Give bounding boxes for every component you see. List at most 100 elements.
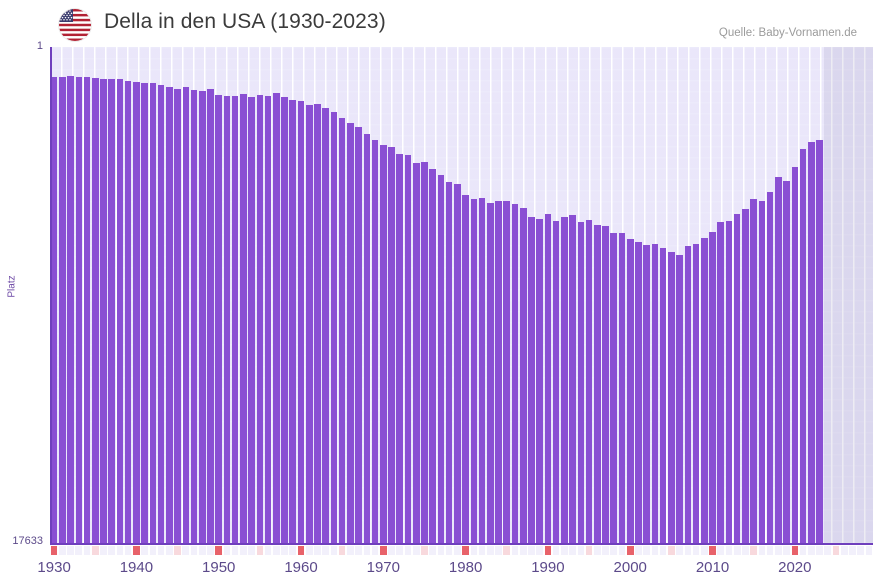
x-tick-cell-1995 [585, 546, 593, 555]
x-tick-cell-1994 [577, 546, 585, 555]
x-tick-cell-2028 [857, 546, 864, 555]
chart-header: Della in den USA (1930-2023) Quelle: Bab… [0, 0, 873, 46]
bar-2014 [742, 209, 749, 544]
bar-2022 [807, 141, 815, 544]
bar-1946 [182, 87, 190, 544]
bar-1997 [602, 226, 609, 544]
x-tick-cell-1932 [67, 546, 74, 555]
x-tick-cell-1978 [445, 546, 453, 555]
x-tick-cell-1988 [528, 546, 535, 555]
bar-1936 [100, 79, 107, 544]
x-tick-cell-1941 [141, 546, 148, 555]
bar-1971 [388, 146, 395, 544]
x-tick-cell-2013 [733, 546, 741, 555]
x-tick-cell-2007 [684, 546, 692, 555]
source-attribution: Quelle: Baby-Vornamen.de [718, 27, 857, 39]
bar-1987 [519, 207, 527, 544]
x-tick-cell-2005 [668, 546, 675, 555]
x-tick-cell-1959 [289, 546, 297, 555]
bar-1945 [174, 88, 181, 544]
x-tick-cell-1937 [108, 546, 116, 555]
bar-2005 [668, 252, 675, 544]
bar-2017 [766, 192, 774, 544]
bar-2013 [733, 214, 741, 544]
bar-1949 [207, 88, 214, 544]
x-tick-cell-1987 [519, 546, 527, 555]
x-tick-cell-2004 [659, 546, 667, 555]
x-tick-label-1970: 1970 [366, 559, 400, 576]
bar-1938 [116, 79, 124, 544]
x-tick-cell-2015 [750, 546, 757, 555]
x-tick-label-1950: 1950 [202, 559, 236, 576]
x-tick-label-2020: 2020 [778, 559, 812, 576]
x-tick-cell-2010 [709, 546, 716, 555]
bar-1955 [256, 95, 264, 544]
x-tick-cell-1942 [149, 546, 157, 555]
x-tick-label-2010: 2010 [695, 559, 730, 576]
bar-1977 [437, 174, 445, 544]
x-tick-cell-1991 [552, 546, 560, 555]
bar-2021 [799, 149, 807, 544]
x-tick-cell-1945 [174, 546, 181, 555]
bar-2023 [816, 140, 823, 544]
bar-2018 [775, 177, 782, 544]
bar-1962 [314, 104, 321, 544]
x-tick-cell-2003 [651, 546, 659, 555]
x-tick-cell-1966 [347, 546, 354, 555]
x-tick-label-1930: 1930 [37, 559, 71, 576]
bar-1961 [305, 104, 313, 544]
x-tick-cell-1989 [536, 546, 543, 555]
bar-1970 [380, 144, 387, 544]
x-tick-cell-2012 [725, 546, 733, 555]
x-tick-cell-1999 [618, 546, 626, 555]
bar-1960 [297, 100, 305, 544]
bar-1978 [445, 182, 453, 544]
bar-1991 [552, 220, 560, 544]
x-axis-line [50, 543, 873, 545]
x-tick-cell-1983 [486, 546, 494, 555]
x-tick-cell-2006 [676, 546, 683, 555]
x-tick-cell-2002 [643, 546, 650, 555]
bar-1944 [166, 87, 173, 544]
x-tick-cell-1935 [91, 546, 99, 555]
bar-1979 [454, 184, 461, 544]
bar-1942 [149, 83, 157, 544]
bar-1973 [404, 155, 412, 544]
x-tick-cell-2024 [824, 546, 832, 555]
bar-1967 [355, 127, 362, 544]
x-tick-cell-2001 [635, 546, 642, 555]
x-tick-cell-1954 [248, 546, 255, 555]
bar-1965 [338, 118, 346, 544]
bar-1956 [264, 96, 272, 544]
x-tick-label-2000: 2000 [613, 559, 647, 576]
x-tick-cell-1938 [116, 546, 124, 555]
x-tick-cell-1956 [264, 546, 272, 555]
bar-1943 [157, 84, 165, 544]
x-tick-cell-1943 [157, 546, 165, 555]
x-tick-cell-1998 [610, 546, 618, 555]
bar-1980 [462, 195, 469, 544]
bar-2011 [717, 221, 725, 544]
bar-1972 [396, 153, 404, 544]
bar-1937 [108, 79, 115, 544]
x-tick-cell-1957 [273, 546, 280, 555]
x-tick-cell-2029 [865, 546, 873, 555]
bar-1958 [281, 97, 288, 544]
x-tick-cell-2022 [807, 546, 815, 555]
bar-1939 [124, 80, 132, 544]
x-tick-cell-1975 [421, 546, 428, 555]
bar-1957 [273, 92, 280, 544]
x-tick-label-1980: 1980 [448, 559, 483, 576]
x-tick-cell-1952 [231, 546, 239, 555]
bar-2019 [783, 180, 790, 544]
bar-1984 [495, 200, 502, 544]
x-tick-cell-1992 [561, 546, 568, 555]
bar-2006 [676, 255, 683, 544]
x-tick-cell-1972 [396, 546, 404, 555]
x-tick-cell-1949 [207, 546, 214, 555]
x-tick-cell-2008 [692, 546, 700, 555]
bar-1953 [240, 93, 247, 544]
bar-1940 [133, 82, 140, 544]
x-tick-cell-1934 [83, 546, 91, 555]
x-tick-cell-1968 [363, 546, 371, 555]
